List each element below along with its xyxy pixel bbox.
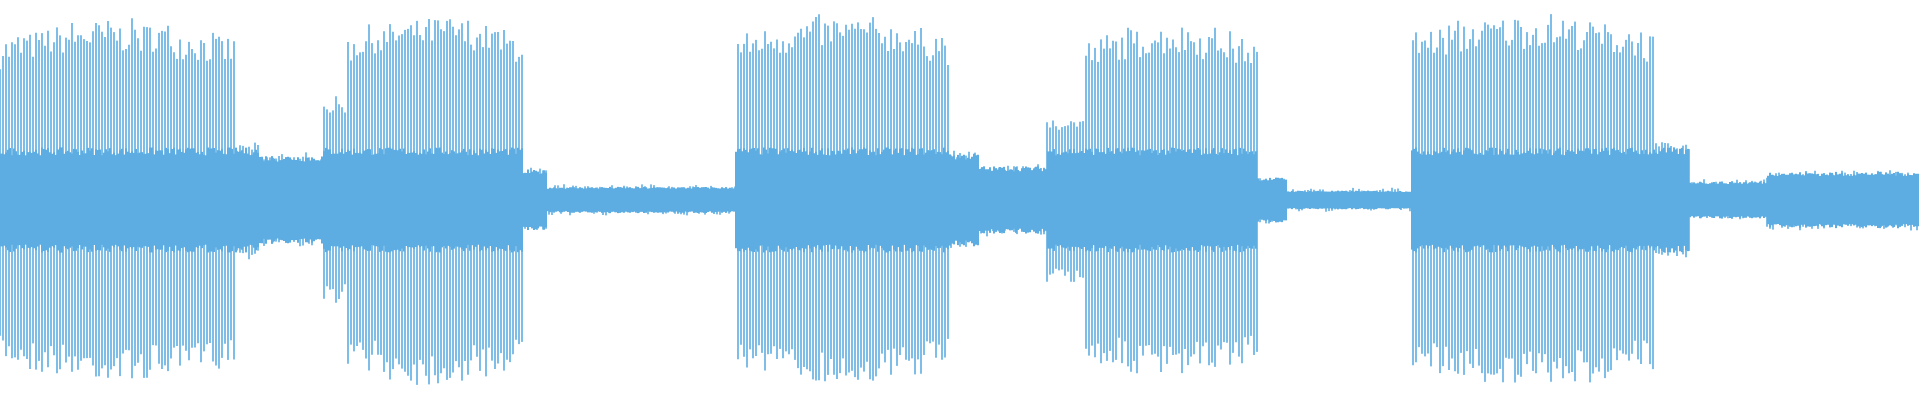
waveform-samples <box>0 14 1919 385</box>
waveform-core <box>0 147 1919 253</box>
